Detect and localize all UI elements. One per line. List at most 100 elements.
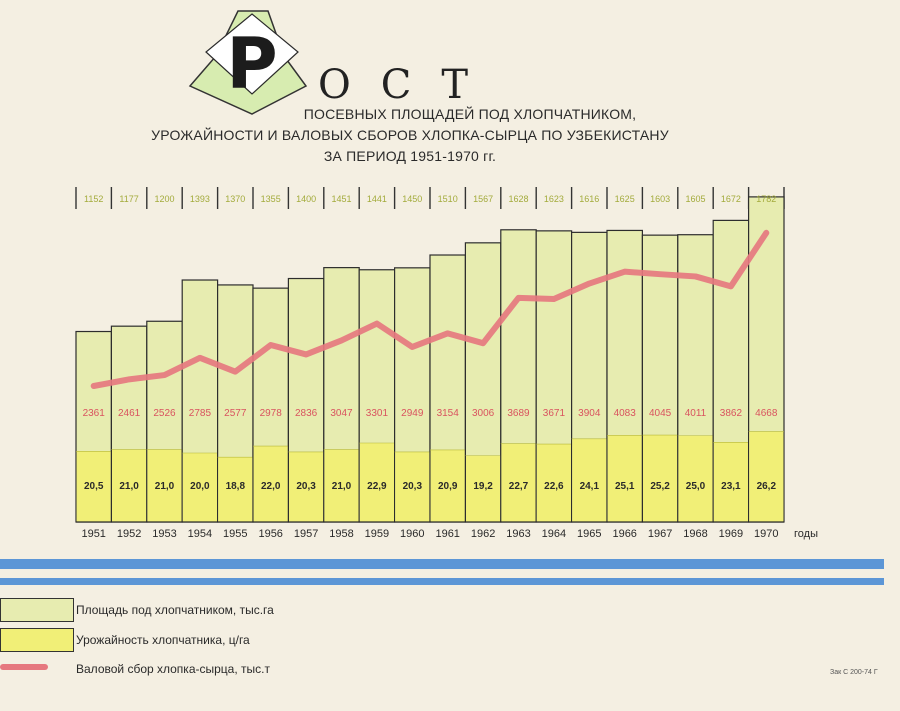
decorative-stripes: [0, 556, 884, 590]
x-tick-label: 1963: [506, 528, 530, 540]
legend-label-yield: Урожайность хлопчатника, ц/га: [76, 633, 250, 647]
legend-item-yield: Урожайность хлопчатника, ц/га: [0, 628, 400, 652]
title-big-letter: Р: [226, 23, 277, 105]
yield-value-label: 24,1: [580, 481, 600, 492]
x-tick-label: 1970: [754, 528, 778, 540]
x-tick-label: 1953: [152, 528, 176, 540]
chart-legend: Площадь под хлопчатником, тыс.га Урожайн…: [0, 598, 400, 688]
yield-bar: [430, 449, 465, 522]
legend-swatch-yield: [0, 628, 74, 652]
title-rest: ОСТ: [318, 62, 499, 108]
yield-value-label: 21,0: [119, 481, 139, 492]
legend-swatch-area: [0, 598, 74, 622]
x-tick-label: 1959: [365, 528, 389, 540]
harvest-value-label: 3006: [472, 408, 495, 419]
yield-value-label: 22,6: [544, 481, 564, 492]
x-tick-label: 1952: [117, 528, 141, 540]
x-tick-label: 1955: [223, 528, 247, 540]
x-tick-label: 1967: [648, 528, 672, 540]
yield-value-label: 21,0: [332, 481, 352, 492]
area-value-label: 1451: [331, 194, 351, 204]
blue-stripe-bottom: [0, 578, 884, 585]
yield-value-label: 22,0: [261, 481, 281, 492]
area-value-label: 1625: [615, 194, 635, 204]
yield-bar: [749, 431, 784, 522]
area-value-label: 1567: [473, 194, 493, 204]
x-tick-label: 1957: [294, 528, 318, 540]
yield-bar: [76, 451, 111, 522]
harvest-value-label: 3301: [366, 408, 389, 419]
yield-bar: [324, 449, 359, 522]
harvest-value-label: 2461: [118, 408, 141, 419]
yield-bar: [182, 453, 217, 522]
x-tick-label: 1961: [435, 528, 459, 540]
yield-value-label: 19,2: [473, 481, 493, 492]
yield-bar: [466, 455, 501, 522]
yield-value-label: 21,0: [155, 481, 175, 492]
yield-bar: [359, 442, 394, 522]
x-tick-label: 1969: [719, 528, 743, 540]
harvest-value-label: 2577: [224, 408, 247, 419]
x-tick-label: 1954: [188, 528, 212, 540]
harvest-value-label: 4045: [649, 408, 672, 419]
yield-bar: [643, 435, 678, 522]
yield-bar: [218, 457, 253, 522]
x-tick-label: 1962: [471, 528, 495, 540]
legend-swatch-harvest: [0, 664, 48, 670]
area-value-label: 1623: [544, 194, 564, 204]
yield-bar: [147, 449, 182, 522]
harvest-value-label: 2785: [189, 408, 212, 419]
area-value-label: 1605: [685, 194, 705, 204]
harvest-value-label: 3671: [543, 408, 566, 419]
area-value-label: 1450: [402, 194, 422, 204]
legend-label-area: Площадь под хлопчатником, тыс.га: [76, 603, 274, 617]
yield-value-label: 18,8: [226, 481, 246, 492]
area-value-label: 1200: [154, 194, 174, 204]
yield-value-label: 23,1: [721, 481, 741, 492]
yield-bar: [395, 451, 430, 522]
harvest-line: [90, 229, 770, 389]
subtitle-line-2: УРОЖАЙНОСТИ И ВАЛОВЫХ СБОРОВ ХЛОПКА-СЫРЦ…: [151, 127, 669, 143]
subtitle-line-1: ПОСЕВНЫХ ПЛОЩАДЕЙ ПОД ХЛОПЧАТНИКОМ,: [303, 106, 637, 122]
yield-value-label: 20,3: [296, 481, 316, 492]
area-value-label: 1400: [296, 194, 316, 204]
harvest-value-label: 2978: [260, 408, 283, 419]
legend-item-area: Площадь под хлопчатником, тыс.га: [0, 598, 400, 622]
harvest-value-label: 3862: [720, 408, 743, 419]
area-value-label: 1441: [367, 194, 387, 204]
harvest-value-label: 3047: [330, 408, 353, 419]
x-tick-label: 1956: [258, 528, 282, 540]
harvest-value-label: 3689: [507, 408, 530, 419]
harvest-value-label: 4668: [755, 408, 778, 419]
yield-bar: [289, 451, 324, 522]
yield-value-label: 25,0: [686, 481, 706, 492]
yield-value-label: 25,1: [615, 481, 635, 492]
area-value-label: 1355: [261, 194, 281, 204]
print-code: Зак С 200-74 Г: [830, 669, 878, 676]
subtitle-line-3: ЗА ПЕРИОД 1951-1970 гг.: [323, 148, 497, 164]
yield-bar: [713, 442, 748, 522]
area-value-label: 1177: [119, 194, 138, 204]
area-value-label: 1370: [225, 194, 245, 204]
x-tick-label: 1958: [329, 528, 353, 540]
harvest-value-label: 4083: [614, 408, 637, 419]
x-tick-label: 1966: [612, 528, 636, 540]
yield-value-label: 22,9: [367, 481, 387, 492]
legend-item-harvest: Валовой сбор хлопка-сырца, тыс.т: [0, 662, 400, 686]
x-tick-label: 1965: [577, 528, 601, 540]
area-value-label: 1782: [756, 194, 776, 204]
harvest-value-label: 2526: [153, 408, 176, 419]
area-value-label: 1510: [438, 194, 458, 204]
harvest-value-label: 4011: [685, 408, 707, 419]
x-tick-label: 1968: [683, 528, 707, 540]
harvest-value-label: 2949: [401, 408, 424, 419]
yield-value-label: 26,2: [757, 481, 777, 492]
area-value-label: 1152: [84, 194, 103, 204]
yield-bar: [572, 438, 607, 522]
x-axis-unit-label: годы: [794, 528, 818, 540]
yield-bar: [678, 435, 713, 522]
yield-bar: [607, 435, 642, 522]
area-value-label: 1393: [190, 194, 210, 204]
yield-bar: [112, 449, 147, 522]
area-value-label: 1628: [508, 194, 528, 204]
